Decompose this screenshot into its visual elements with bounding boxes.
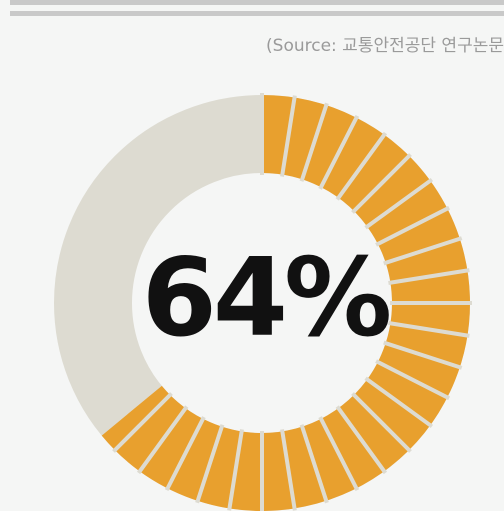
segment-gap bbox=[383, 340, 463, 370]
segment-gap bbox=[335, 131, 388, 201]
segment-gap bbox=[364, 376, 434, 429]
top-rule bbox=[10, 0, 504, 5]
segment-gap bbox=[195, 424, 225, 504]
segment-gap bbox=[299, 102, 329, 182]
segment-gap bbox=[164, 416, 206, 492]
segment-gap bbox=[364, 177, 434, 230]
center-label: 64% bbox=[142, 236, 389, 361]
segment-gap bbox=[383, 236, 463, 266]
segment-gap bbox=[227, 429, 244, 511]
segment-gap bbox=[280, 429, 297, 511]
segment-gap bbox=[351, 392, 412, 453]
segment-gap bbox=[388, 268, 470, 285]
source-note: (Source: 교통안전공단 연구논문 bbox=[266, 36, 504, 56]
segment-gap bbox=[280, 95, 297, 177]
segment-gap bbox=[318, 114, 360, 190]
top-rule bbox=[10, 11, 504, 16]
segment-gap bbox=[375, 359, 451, 401]
segment-gap bbox=[318, 416, 360, 492]
segment-gap bbox=[136, 405, 189, 475]
segment-gap bbox=[351, 153, 412, 214]
segment-gap bbox=[388, 321, 470, 338]
segment-gap bbox=[299, 424, 329, 504]
segment-gap bbox=[335, 405, 388, 475]
donut bbox=[54, 93, 472, 511]
segment-gap bbox=[112, 392, 173, 453]
segment-gap bbox=[375, 205, 451, 247]
